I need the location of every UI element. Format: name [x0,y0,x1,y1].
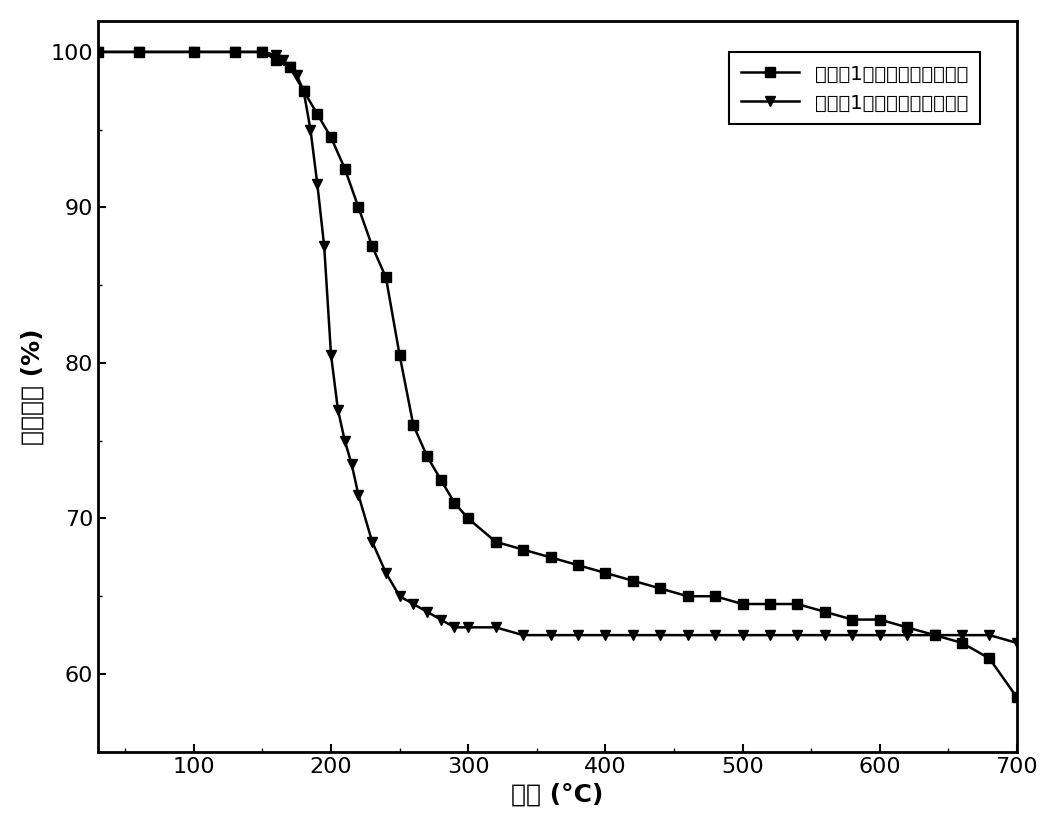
实施例1制备的功能化石墨烯 [955,638,968,648]
实施例1使用的原料膨胀石墨 [420,607,433,617]
实施例1使用的原料膨胀石墨 [339,436,352,446]
实施例1制备的功能化石墨烯 [407,420,419,430]
实施例1制备的功能化石墨烯 [901,623,914,633]
实施例1制备的功能化石墨烯 [544,552,557,562]
实施例1使用的原料膨胀石墨 [983,630,995,640]
实施例1使用的原料膨胀石墨 [901,630,914,640]
实施例1使用的原料膨胀石墨 [819,630,831,640]
实施例1制备的功能化石墨烯 [764,599,776,609]
实施例1使用的原料膨胀石墨 [229,47,241,57]
实施例1使用的原料膨胀石墨 [379,568,392,578]
实施例1使用的原料膨胀石墨 [791,630,804,640]
实施例1使用的原料膨胀石墨 [290,70,303,80]
实施例1制备的功能化石墨烯 [874,614,886,624]
实施例1使用的原料膨胀石墨 [318,241,330,251]
实施例1使用的原料膨胀石墨 [462,623,474,633]
实施例1使用的原料膨胀石墨 [407,599,419,609]
实施例1制备的功能化石墨烯 [420,452,433,461]
实施例1使用的原料膨胀石墨 [544,630,557,640]
实施例1使用的原料膨胀石墨 [928,630,940,640]
实施例1制备的功能化石墨烯 [91,47,104,57]
实施例1制备的功能化石墨烯 [791,599,804,609]
实施例1制备的功能化石墨烯 [270,55,283,65]
Y-axis label: 残留质量 (%): 残留质量 (%) [21,328,44,445]
Legend: 实施例1制备的功能化石墨烯, 实施例1使用的原料膨胀石墨: 实施例1制备的功能化石墨烯, 实施例1使用的原料膨胀石墨 [729,52,980,124]
实施例1制备的功能化石墨烯 [353,203,365,213]
Line: 实施例1使用的原料膨胀石墨: 实施例1使用的原料膨胀石墨 [93,47,1022,648]
实施例1使用的原料膨胀石墨 [91,47,104,57]
实施例1使用的原料膨胀石墨 [325,350,338,360]
实施例1制备的功能化石墨烯 [325,132,338,142]
实施例1制备的功能化石墨烯 [379,272,392,282]
实施例1制备的功能化石墨烯 [681,591,694,601]
实施例1使用的原料膨胀石墨 [256,47,269,57]
实施例1使用的原料膨胀石墨 [599,630,612,640]
实施例1使用的原料膨胀石墨 [284,63,297,73]
实施例1使用的原料膨胀石墨 [270,50,283,60]
实施例1使用的原料膨胀石墨 [132,47,145,57]
实施例1使用的原料膨胀石墨 [276,55,289,65]
实施例1制备的功能化石墨烯 [365,241,378,251]
实施例1制备的功能化石墨烯 [284,63,297,73]
实施例1制备的功能化石墨烯 [653,584,666,594]
实施例1制备的功能化石墨烯 [311,109,324,119]
实施例1使用的原料膨胀石墨 [434,614,447,624]
实施例1使用的原料膨胀石墨 [393,591,406,601]
实施例1使用的原料膨胀石墨 [448,623,461,633]
实施例1制备的功能化石墨烯 [448,498,461,508]
实施例1使用的原料膨胀石墨 [1010,638,1023,648]
实施例1使用的原料膨胀石墨 [572,630,585,640]
实施例1制备的功能化石墨烯 [298,86,310,96]
X-axis label: 温度 (°C): 温度 (°C) [511,782,604,806]
实施例1使用的原料膨胀石墨 [365,537,378,547]
实施例1使用的原料膨胀石墨 [681,630,694,640]
实施例1制备的功能化石墨烯 [627,576,640,586]
实施例1制备的功能化石墨烯 [708,591,721,601]
实施例1制备的功能化石墨烯 [229,47,241,57]
Line: 实施例1制备的功能化石墨烯: 实施例1制备的功能化石墨烯 [93,47,1022,702]
实施例1使用的原料膨胀石墨 [304,125,317,135]
实施例1制备的功能化石墨烯 [462,514,474,523]
实施例1使用的原料膨胀石墨 [353,490,365,500]
实施例1使用的原料膨胀石墨 [653,630,666,640]
实施例1使用的原料膨胀石墨 [955,630,968,640]
实施例1制备的功能化石墨烯 [517,545,530,555]
实施例1制备的功能化石墨烯 [819,607,831,617]
实施例1使用的原料膨胀石墨 [345,459,358,469]
实施例1使用的原料膨胀石墨 [311,179,324,189]
实施例1使用的原料膨胀石墨 [187,47,200,57]
实施例1使用的原料膨胀石墨 [517,630,530,640]
实施例1制备的功能化石墨烯 [928,630,940,640]
实施例1制备的功能化石墨烯 [736,599,749,609]
实施例1使用的原料膨胀石墨 [764,630,776,640]
实施例1使用的原料膨胀石墨 [627,630,640,640]
实施例1使用的原料膨胀石墨 [489,623,502,633]
实施例1使用的原料膨胀石墨 [846,630,859,640]
实施例1制备的功能化石墨烯 [1010,692,1023,702]
实施例1制备的功能化石墨烯 [132,47,145,57]
实施例1制备的功能化石墨烯 [572,560,585,570]
实施例1使用的原料膨胀石墨 [708,630,721,640]
实施例1使用的原料膨胀石墨 [874,630,886,640]
实施例1制备的功能化石墨烯 [393,350,406,360]
实施例1制备的功能化石墨烯 [489,537,502,547]
实施例1制备的功能化石墨烯 [339,164,352,174]
实施例1制备的功能化石墨烯 [187,47,200,57]
实施例1制备的功能化石墨烯 [846,614,859,624]
实施例1使用的原料膨胀石墨 [331,404,344,414]
实施例1制备的功能化石墨烯 [983,653,995,663]
实施例1制备的功能化石墨烯 [256,47,269,57]
实施例1制备的功能化石墨烯 [434,475,447,485]
实施例1使用的原料膨胀石墨 [736,630,749,640]
实施例1使用的原料膨胀石墨 [298,86,310,96]
实施例1制备的功能化石墨烯 [599,568,612,578]
